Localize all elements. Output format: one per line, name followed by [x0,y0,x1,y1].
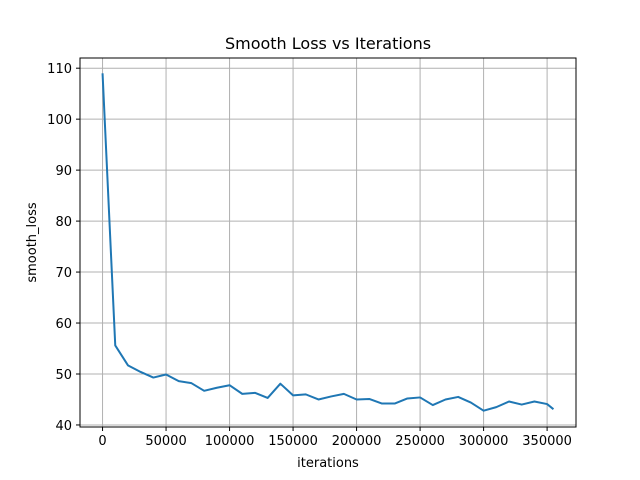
y-tick-label: 50 [55,368,72,383]
y-tick-label: 90 [55,164,72,179]
y-tick-label: 110 [47,62,72,77]
y-axis-label: smooth_loss [25,202,40,283]
y-tick-label: 60 [55,317,72,332]
x-tick-label: 350000 [522,434,572,449]
x-tick-label: 100000 [205,434,255,449]
chart-title: Smooth Loss vs Iterations [225,34,431,53]
x-tick-label: 0 [98,434,106,449]
x-tick-label: 200000 [332,434,382,449]
y-axis-ticks: 40 50 60 70 80 90 100 110 [47,62,80,434]
plot-frame [79,57,577,428]
y-tick-label: 40 [55,419,72,434]
grid-lines [80,58,576,427]
y-tick-label: 70 [55,266,72,281]
x-axis-ticks: 0 50000 100000 150000 200000 250000 300000 3500… [98,427,572,449]
plot-area [101,73,555,412]
y-tick-label: 80 [55,215,72,230]
x-tick-label: 50000 [145,434,186,449]
x-axis-label: iterations [297,456,359,471]
series-line [101,73,555,412]
x-tick-label: 300000 [459,434,509,449]
x-tick-label: 250000 [395,434,445,449]
y-tick-label: 100 [47,113,72,128]
x-tick-label: 150000 [268,434,318,449]
